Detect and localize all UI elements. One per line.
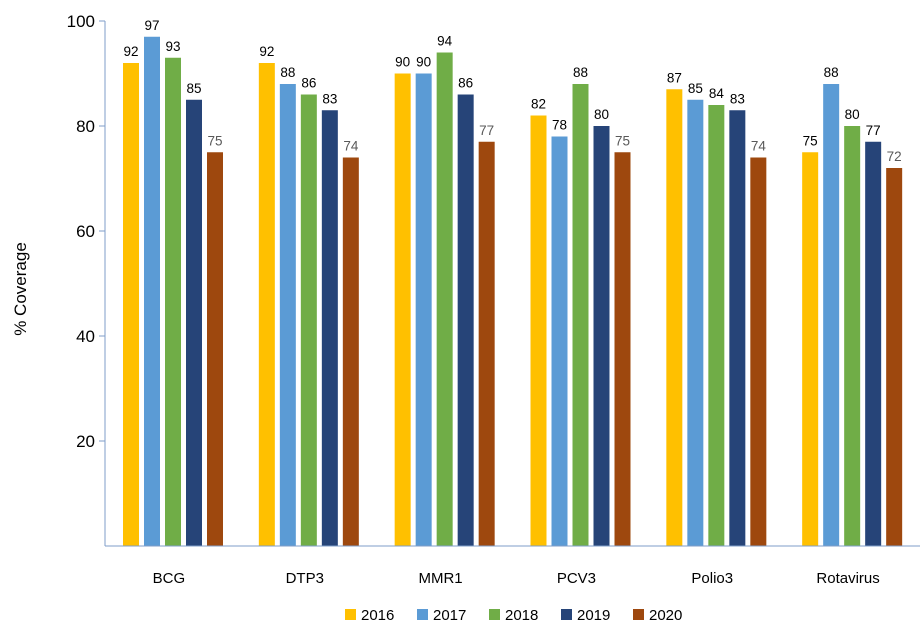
data-label-polio3-2019: 83 [730,91,745,106]
data-label-mmr1-2016: 90 [395,55,410,70]
bar-mmr1-2020 [478,141,495,546]
y-tick-label-60: 60 [76,222,95,241]
legend-label-2016: 2016 [361,607,394,624]
data-labels-layer: 92 97 93 85 75 92 88 86 83 74 90 90 94 86 77 82 78 88 80 75… [123,18,901,164]
legend-label-2017: 2017 [433,607,466,624]
bar-dtp3-2017 [279,84,296,546]
data-label-bcg-2018: 93 [165,39,180,54]
data-label-pcv3-2017: 78 [552,118,567,133]
data-label-dtp3-2018: 86 [301,76,316,91]
bar-rotavirus-2020 [886,168,903,546]
data-label-pcv3-2019: 80 [594,107,609,122]
legend-swatch-2019 [561,609,572,620]
legend-swatch-2016 [345,609,356,620]
data-label-polio3-2020: 74 [751,139,767,154]
data-label-rotavirus-2017: 88 [824,65,839,80]
bar-bcg-2016 [123,63,139,546]
bar-bcg-2017 [144,36,160,546]
bar-bcg-2020 [207,152,223,546]
x-tick-label-rotavirus: Rotavirus [816,570,879,587]
data-label-bcg-2019: 85 [186,81,201,96]
bar-rotavirus-2017 [823,84,840,546]
bar-dtp3-2019 [321,110,338,546]
data-label-mmr1-2017: 90 [416,55,431,70]
data-label-dtp3-2019: 83 [322,91,337,106]
bars-layer [123,36,903,546]
bar-bcg-2018 [165,57,181,546]
legend-swatch-2020 [633,609,644,620]
bar-dtp3-2018 [300,94,317,546]
data-label-bcg-2016: 92 [123,44,138,59]
bar-dtp3-2020 [342,157,359,546]
data-label-bcg-2017: 97 [144,18,159,33]
y-tick-label-100: 100 [67,12,95,31]
data-label-dtp3-2016: 92 [259,44,274,59]
bar-polio3-2019 [729,110,746,546]
data-label-pcv3-2016: 82 [531,97,546,112]
data-label-pcv3-2018: 88 [573,65,588,80]
bar-mmr1-2019 [457,94,474,546]
bar-pcv3-2016 [530,115,547,546]
data-label-rotavirus-2018: 80 [845,107,860,122]
bar-polio3-2017 [687,99,704,546]
bar-rotavirus-2016 [802,152,819,546]
data-label-polio3-2017: 85 [688,81,703,96]
bar-pcv3-2017 [551,136,568,546]
bar-mmr1-2017 [415,73,432,546]
x-tick-label-dtp3: DTP3 [286,570,324,587]
data-label-polio3-2018: 84 [709,86,725,101]
bar-mmr1-2016 [394,73,411,546]
data-label-rotavirus-2020: 72 [887,149,902,164]
bar-pcv3-2019 [593,126,610,546]
legend: 2016 2017 2018 2019 2020 [345,607,682,624]
bar-polio3-2018 [708,105,725,546]
legend-swatch-2018 [489,609,500,620]
data-label-dtp3-2017: 88 [280,65,295,80]
legend-swatch-2017 [417,609,428,620]
bar-polio3-2020 [750,157,767,546]
bar-pcv3-2020 [614,152,631,546]
legend-label-2018: 2018 [505,607,538,624]
x-tick-label-bcg: BCG [153,570,186,587]
bar-rotavirus-2018 [844,126,861,546]
bar-pcv3-2018 [572,84,589,546]
axes-layer: BCG DTP3 MMR1 PCV3 Polio3 Rotavirus 20 40 60 80 10… [67,12,920,587]
x-tick-label-pcv3: PCV3 [557,570,596,587]
bar-bcg-2019 [186,99,202,546]
y-tick-label-40: 40 [76,327,95,346]
data-label-rotavirus-2016: 75 [803,133,818,148]
bar-polio3-2016 [666,89,683,546]
data-label-bcg-2020: 75 [207,133,222,148]
x-tick-label-polio3: Polio3 [691,570,733,587]
y-tick-label-20: 20 [76,432,95,451]
data-label-rotavirus-2019: 77 [866,123,881,138]
data-label-mmr1-2020: 77 [479,123,494,138]
bar-rotavirus-2019 [865,141,882,546]
data-label-mmr1-2019: 86 [458,76,473,91]
y-axis-title: % Coverage [11,242,30,336]
bar-mmr1-2018 [436,52,453,546]
data-label-dtp3-2020: 74 [343,139,359,154]
legend-label-2019: 2019 [577,607,610,624]
y-tick-label-80: 80 [76,117,95,136]
data-label-pcv3-2020: 75 [615,133,630,148]
data-label-mmr1-2018: 94 [437,34,453,49]
bar-dtp3-2016 [258,63,275,546]
data-label-polio3-2016: 87 [667,70,682,85]
legend-label-2020: 2020 [649,607,682,624]
x-tick-label-mmr1: MMR1 [418,570,462,587]
